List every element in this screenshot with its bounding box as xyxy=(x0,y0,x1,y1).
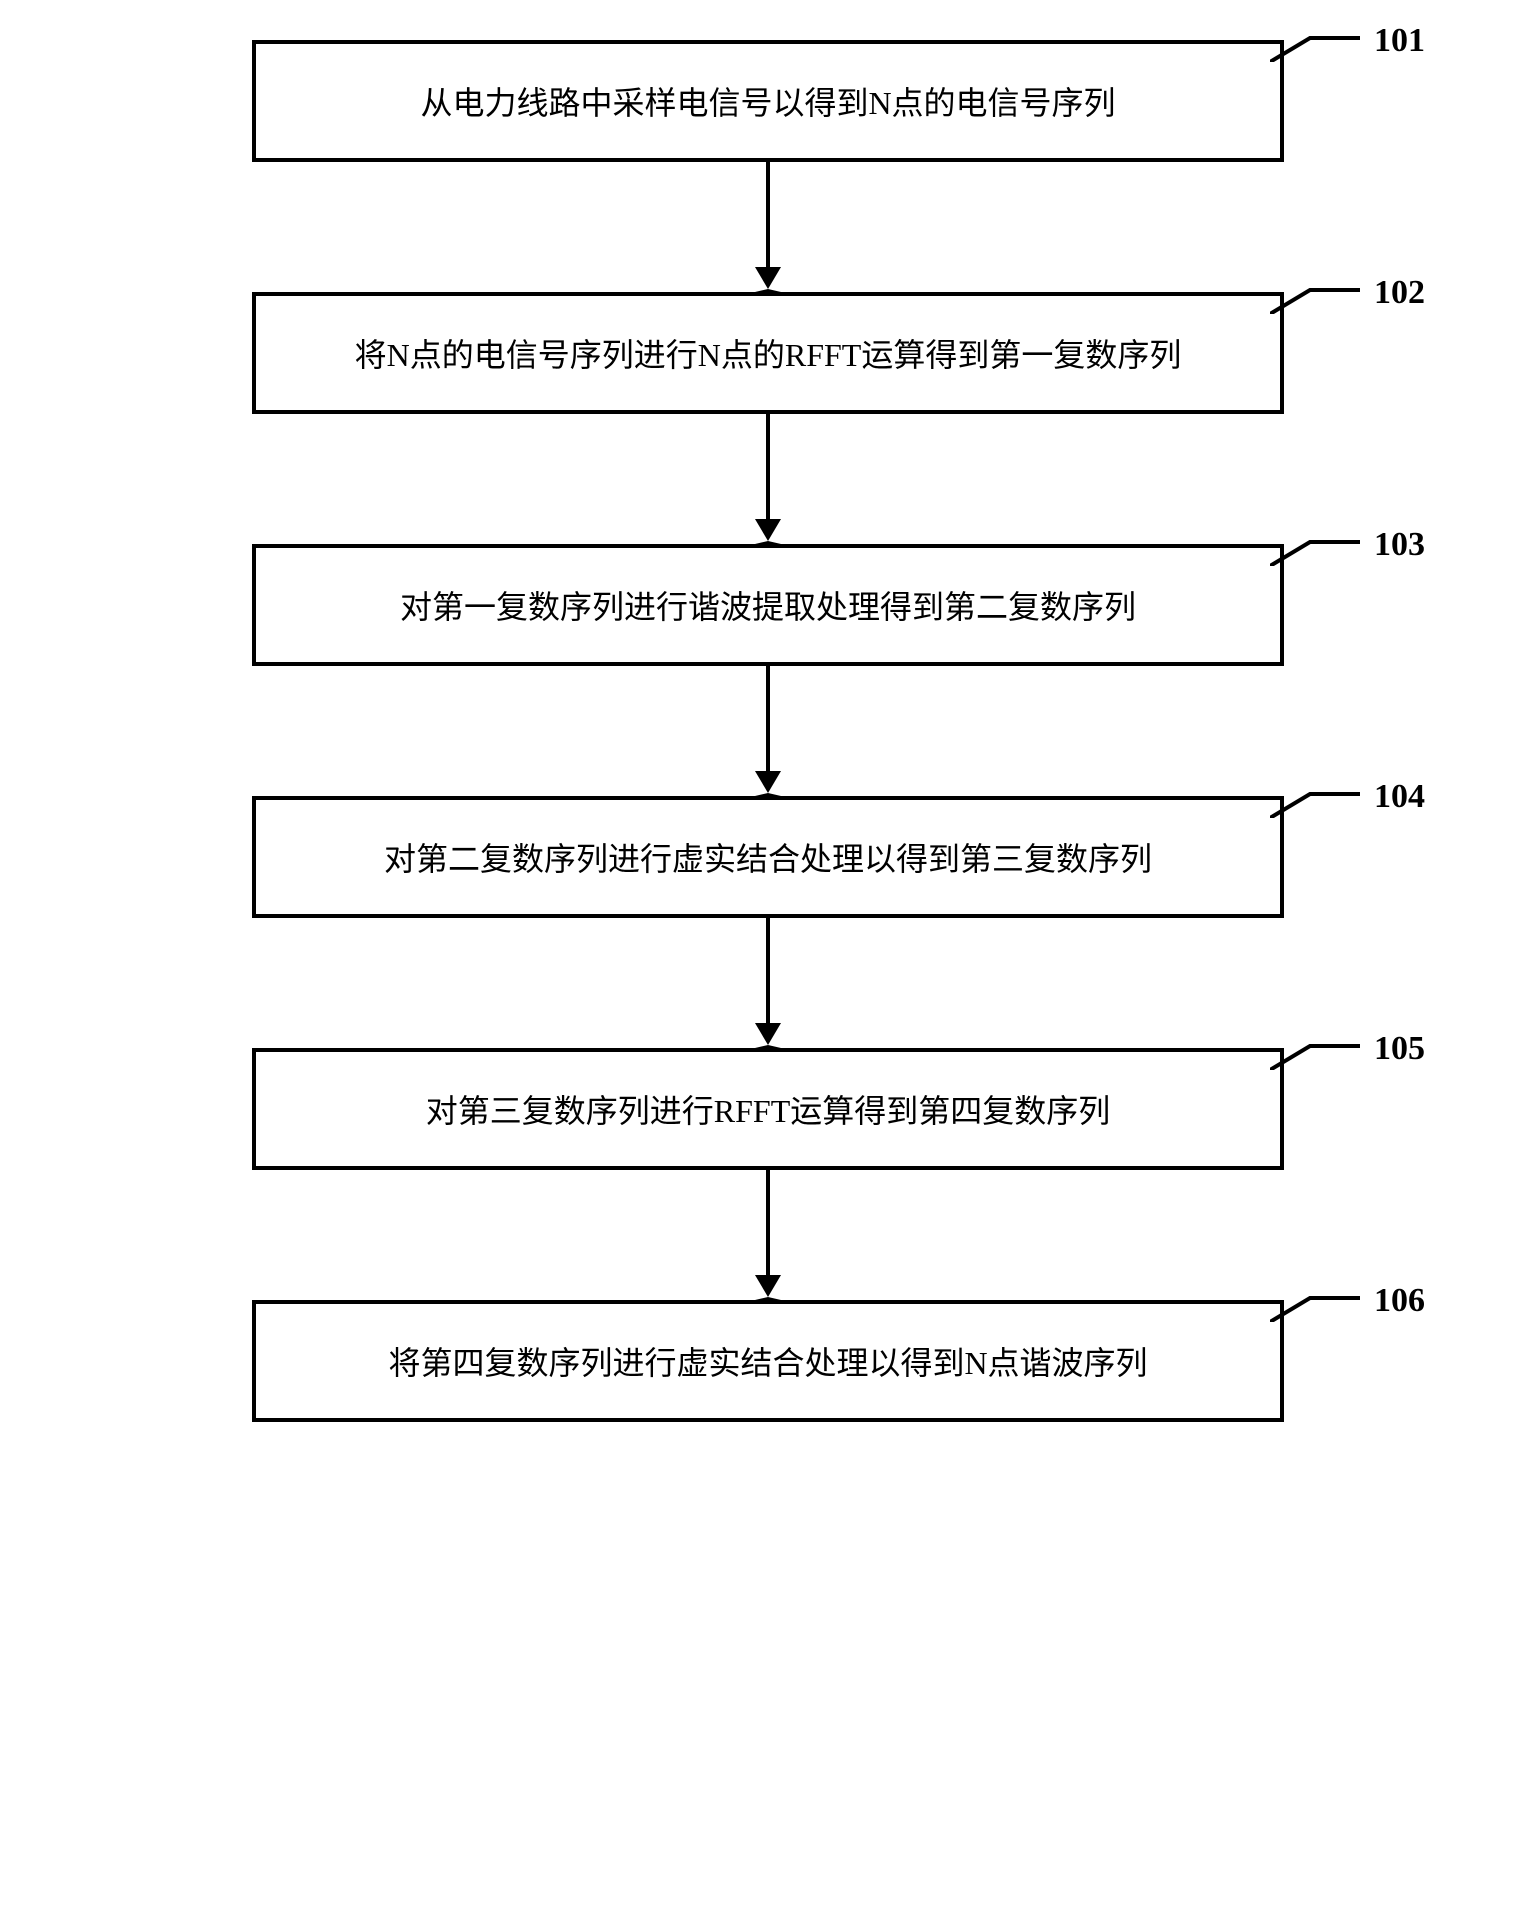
flowchart-arrow xyxy=(755,666,781,796)
step-label-leader xyxy=(1270,792,1360,818)
flowchart-step-text: 对第一复数序列进行谐波提取处理得到第二复数序列 xyxy=(400,582,1136,628)
step-label-leader xyxy=(1270,1044,1360,1070)
flowchart-arrow xyxy=(755,162,781,292)
flowchart-step-box: 对第一复数序列进行谐波提取处理得到第二复数序列 xyxy=(252,544,1284,666)
arrow-head-icon xyxy=(755,771,781,796)
arrow-head-icon xyxy=(755,267,781,292)
flowchart-step-row: 将第四复数序列进行虚实结合处理以得到N点谐波序列106 xyxy=(168,1300,1368,1422)
flowchart-step-text: 将N点的电信号序列进行N点的RFFT运算得到第一复数序列 xyxy=(355,330,1182,376)
flowchart-step-row: 从电力线路中采样电信号以得到N点的电信号序列101 xyxy=(168,40,1368,162)
arrow-shaft xyxy=(766,1170,770,1275)
flowchart-step-row: 对第三复数序列进行RFFT运算得到第四复数序列105 xyxy=(168,1048,1368,1170)
flowchart-step-box: 将N点的电信号序列进行N点的RFFT运算得到第一复数序列 xyxy=(252,292,1284,414)
flowchart-step-id: 102 xyxy=(1374,274,1425,312)
flowchart-step-row: 对第二复数序列进行虚实结合处理以得到第三复数序列104 xyxy=(168,796,1368,918)
arrow-shaft xyxy=(766,918,770,1023)
flowchart-arrow xyxy=(755,1170,781,1300)
flowchart-step-text: 从电力线路中采样电信号以得到N点的电信号序列 xyxy=(420,78,1115,124)
step-label-leader xyxy=(1270,36,1360,62)
flowchart-step-box: 从电力线路中采样电信号以得到N点的电信号序列 xyxy=(252,40,1284,162)
flowchart-step-id: 103 xyxy=(1374,526,1425,564)
flowchart-arrow xyxy=(755,918,781,1048)
flowchart-step-row: 将N点的电信号序列进行N点的RFFT运算得到第一复数序列102 xyxy=(168,292,1368,414)
flowchart-step-id: 105 xyxy=(1374,1030,1425,1068)
flowchart-step-box: 对第三复数序列进行RFFT运算得到第四复数序列 xyxy=(252,1048,1284,1170)
flowchart-step-box: 对第二复数序列进行虚实结合处理以得到第三复数序列 xyxy=(252,796,1284,918)
arrow-head-icon xyxy=(755,519,781,544)
flowchart-step-text: 对第三复数序列进行RFFT运算得到第四复数序列 xyxy=(426,1086,1111,1132)
flowchart-step-text: 将第四复数序列进行虚实结合处理以得到N点谐波序列 xyxy=(388,1338,1147,1384)
flowchart-step-id: 106 xyxy=(1374,1282,1425,1320)
flowchart-step-box: 将第四复数序列进行虚实结合处理以得到N点谐波序列 xyxy=(252,1300,1284,1422)
flowchart-arrow xyxy=(755,414,781,544)
step-label-leader xyxy=(1270,288,1360,314)
flowchart-step-id: 101 xyxy=(1374,22,1425,60)
arrow-shaft xyxy=(766,162,770,267)
flowchart-step-text: 对第二复数序列进行虚实结合处理以得到第三复数序列 xyxy=(384,834,1152,880)
flowchart-container: 从电力线路中采样电信号以得到N点的电信号序列101 将N点的电信号序列进行N点的R… xyxy=(168,40,1368,1422)
flowchart-step-id: 104 xyxy=(1374,778,1425,816)
arrow-head-icon xyxy=(755,1275,781,1300)
step-label-leader xyxy=(1270,540,1360,566)
flowchart-step-row: 对第一复数序列进行谐波提取处理得到第二复数序列103 xyxy=(168,544,1368,666)
step-label-leader xyxy=(1270,1296,1360,1322)
arrow-shaft xyxy=(766,666,770,771)
arrow-shaft xyxy=(766,414,770,519)
arrow-head-icon xyxy=(755,1023,781,1048)
